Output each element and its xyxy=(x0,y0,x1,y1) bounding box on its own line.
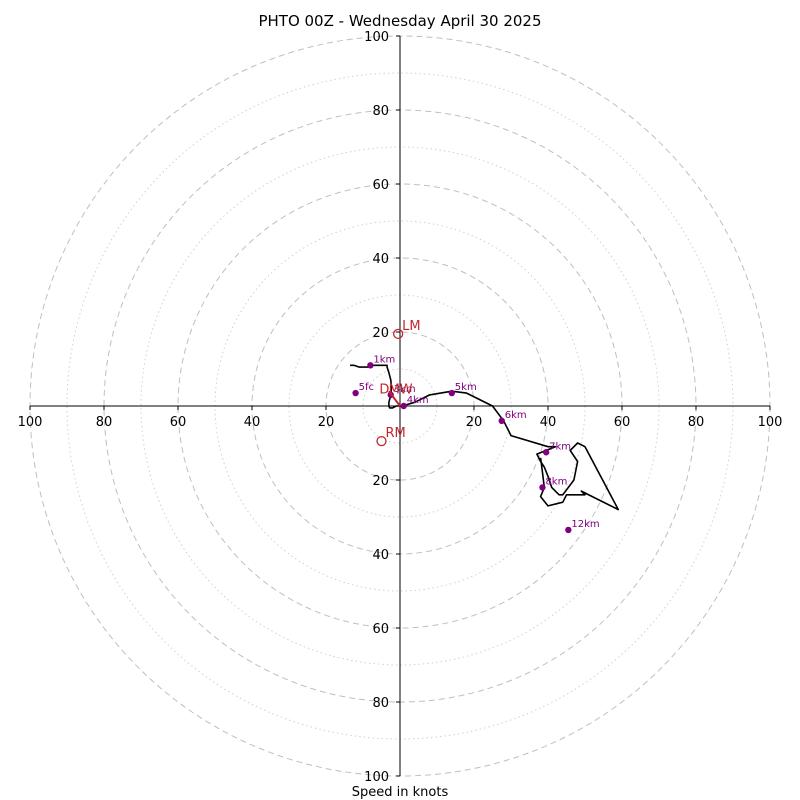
height-marker-8km xyxy=(539,484,546,491)
height-label-5km: 5km xyxy=(455,382,477,393)
height-marker-4km xyxy=(400,402,407,410)
x-tick-label: 40 xyxy=(244,415,261,430)
storm-motion-marker-rm xyxy=(376,435,387,447)
height-label-7km: 7km xyxy=(549,441,571,452)
x-tick-label: 60 xyxy=(614,415,631,430)
y-tick-label: 60 xyxy=(372,622,389,637)
height-label-6km: 6km xyxy=(505,410,527,421)
x-tick-label: 80 xyxy=(96,415,113,430)
height-label-3km: 3km xyxy=(394,384,416,395)
x-tick-label: 60 xyxy=(170,415,187,430)
y-tick-label: 20 xyxy=(372,326,389,341)
y-tick-label: 80 xyxy=(372,104,389,119)
storm-motion-label-lm: LM xyxy=(402,319,420,334)
storm-motion-vector xyxy=(388,390,401,407)
height-marker-5fc xyxy=(352,389,359,397)
chart-title: PHTO 00Z - Wednesday April 30 2025 xyxy=(258,12,541,30)
height-marker-1km xyxy=(367,362,374,369)
storm-motion-marker-lm xyxy=(392,328,404,340)
y-tick-label: 100 xyxy=(364,770,389,785)
height-label-12km: 12km xyxy=(571,519,599,530)
x-tick-label: 100 xyxy=(18,415,43,430)
y-tick-label: 40 xyxy=(372,548,389,563)
hodograph-trace xyxy=(350,364,620,511)
x-tick-label: 100 xyxy=(758,415,783,430)
x-tick-label: 20 xyxy=(318,415,335,430)
tick-labels: 100 80 60 40 20 20 40 60 80 100 100 80 60 40 20 20 40 60 8… xyxy=(18,30,783,785)
y-tick-label: 40 xyxy=(372,252,389,267)
height-label-8km: 8km xyxy=(545,476,567,487)
height-marker-7km xyxy=(542,449,550,456)
y-tick-label: 60 xyxy=(372,178,389,193)
height-label-4km: 4km xyxy=(407,395,429,406)
height-marker-12km xyxy=(565,526,572,534)
storm-motion-label-d: D xyxy=(379,382,389,397)
height-label-1km: 1km xyxy=(373,354,395,365)
y-tick-label: 100 xyxy=(364,30,389,45)
hodograph-line xyxy=(350,364,620,511)
storm-motion-markers: LM RM MWD xyxy=(376,319,421,447)
x-tick-label: 80 xyxy=(688,415,705,430)
height-marker-5km xyxy=(448,389,455,397)
x-tick-label: 40 xyxy=(540,415,557,430)
storm-motion-label-mw: MW xyxy=(389,382,413,397)
x-axis-label: Speed in knots xyxy=(352,785,449,800)
height-label-5fc: 5fc xyxy=(359,382,374,393)
storm-motion-label-rm: RM xyxy=(386,426,406,441)
height-marker-6km xyxy=(498,417,505,424)
x-tick-label: 20 xyxy=(466,415,483,430)
y-tick-label: 80 xyxy=(372,696,389,711)
y-tick-label: 20 xyxy=(372,474,389,489)
